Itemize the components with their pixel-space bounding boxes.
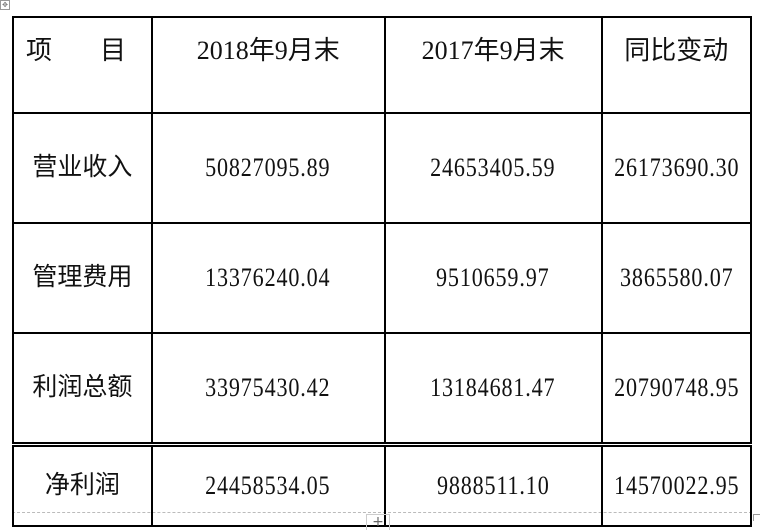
table-row: 营业收入 50827095.89 24653405.59 26173690.30 <box>12 112 752 224</box>
value-change: 20790748.95 <box>600 332 752 446</box>
value-change: 26173690.30 <box>600 112 752 224</box>
header-item-part2: 目 <box>100 36 127 65</box>
value-change: 14570022.95 <box>600 442 752 527</box>
financial-table: 项目 2018年9月末 2017年9月末 同比变动 营业收入 50827095.… <box>12 16 752 527</box>
value-2017: 24653405.59 <box>383 112 603 224</box>
header-2017: 2017年9月末 <box>383 16 603 114</box>
value-text: 24653405.59 <box>430 153 556 182</box>
add-row-button[interactable]: + <box>366 514 390 530</box>
value-text: 26173690.30 <box>613 153 739 182</box>
table-move-handle-icon[interactable]: ✥ <box>0 0 10 10</box>
header-2018: 2018年9月末 <box>150 16 386 114</box>
value-2018: 33975430.42 <box>150 332 386 446</box>
header-change: 同比变动 <box>600 16 752 114</box>
value-change: 3865580.07 <box>600 222 752 334</box>
table-row: 净利润 24458534.05 9888511.10 14570022.95 <box>12 442 752 527</box>
row-label: 营业收入 <box>12 112 153 224</box>
value-2018: 24458534.05 <box>150 442 386 527</box>
header-item-part1: 项 <box>26 36 53 65</box>
value-text: 50827095.89 <box>205 153 331 182</box>
value-text: 33975430.42 <box>205 373 331 402</box>
header-item: 项目 <box>12 16 153 114</box>
value-2017: 9510659.97 <box>383 222 603 334</box>
value-text: 14570022.95 <box>613 471 739 500</box>
value-2018: 13376240.04 <box>150 222 386 334</box>
row-label: 净利润 <box>12 442 153 527</box>
value-text: 3865580.07 <box>619 263 733 292</box>
value-2017: 9888511.10 <box>383 442 603 527</box>
row-label: 利润总额 <box>12 332 153 446</box>
header-row: 项目 2018年9月末 2017年9月末 同比变动 <box>12 16 752 114</box>
value-text: 13376240.04 <box>205 263 331 292</box>
value-text: 9510659.97 <box>436 263 550 292</box>
value-2018: 50827095.89 <box>150 112 386 224</box>
value-2017: 13184681.47 <box>383 332 603 446</box>
value-text: 24458534.05 <box>205 471 331 500</box>
value-text: 9888511.10 <box>436 471 550 500</box>
table-row: 管理费用 13376240.04 9510659.97 3865580.07 <box>12 222 752 334</box>
value-text: 20790748.95 <box>613 373 739 402</box>
value-text: 13184681.47 <box>430 373 556 402</box>
table-row: 利润总额 33975430.42 13184681.47 20790748.95 <box>12 332 752 446</box>
row-label: 管理费用 <box>12 222 153 334</box>
table-resize-handle[interactable] <box>753 514 760 521</box>
